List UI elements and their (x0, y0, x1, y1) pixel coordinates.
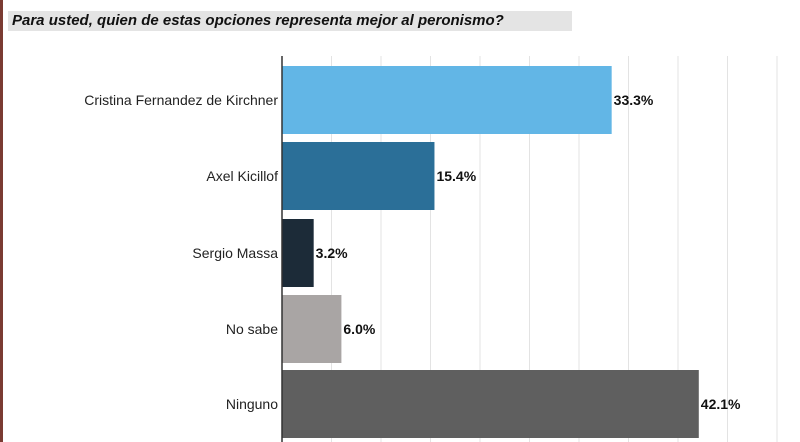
category-label: Sergio Massa (192, 245, 278, 261)
category-label: Cristina Fernandez de Kirchner (84, 92, 278, 108)
title-background (8, 11, 572, 31)
value-label: 42.1% (701, 396, 741, 412)
left-edge-line (0, 0, 3, 442)
bar-0 (282, 66, 612, 134)
category-labels: Cristina Fernandez de Kirchner Axel Kicil… (84, 92, 278, 412)
value-label: 6.0% (343, 321, 375, 337)
bar-3 (282, 295, 342, 363)
chart-title: Para usted, quien de estas opciones repr… (12, 12, 504, 29)
category-label: Ninguno (226, 396, 278, 412)
bars (282, 66, 699, 438)
value-label: 33.3% (614, 92, 654, 108)
value-labels: 33.3% 15.4% 3.2% 6.0% 42.1% (316, 92, 741, 412)
value-label: 15.4% (436, 168, 476, 184)
category-label: No sabe (226, 321, 278, 337)
bar-4 (282, 370, 699, 438)
bar-1 (282, 142, 435, 210)
value-label: 3.2% (316, 245, 348, 261)
bar-2 (282, 219, 314, 287)
category-label: Axel Kicillof (206, 168, 278, 184)
